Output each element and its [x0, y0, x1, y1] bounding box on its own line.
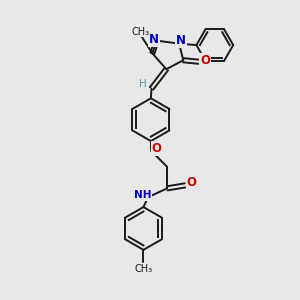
Text: N: N — [149, 33, 159, 46]
Text: NH: NH — [134, 190, 151, 200]
Text: H: H — [139, 79, 147, 89]
Text: CH₃: CH₃ — [135, 264, 153, 274]
Text: O: O — [187, 176, 196, 189]
Text: CH₃: CH₃ — [131, 27, 150, 37]
Text: O: O — [200, 54, 210, 67]
Text: N: N — [176, 34, 186, 47]
Text: O: O — [152, 142, 162, 155]
